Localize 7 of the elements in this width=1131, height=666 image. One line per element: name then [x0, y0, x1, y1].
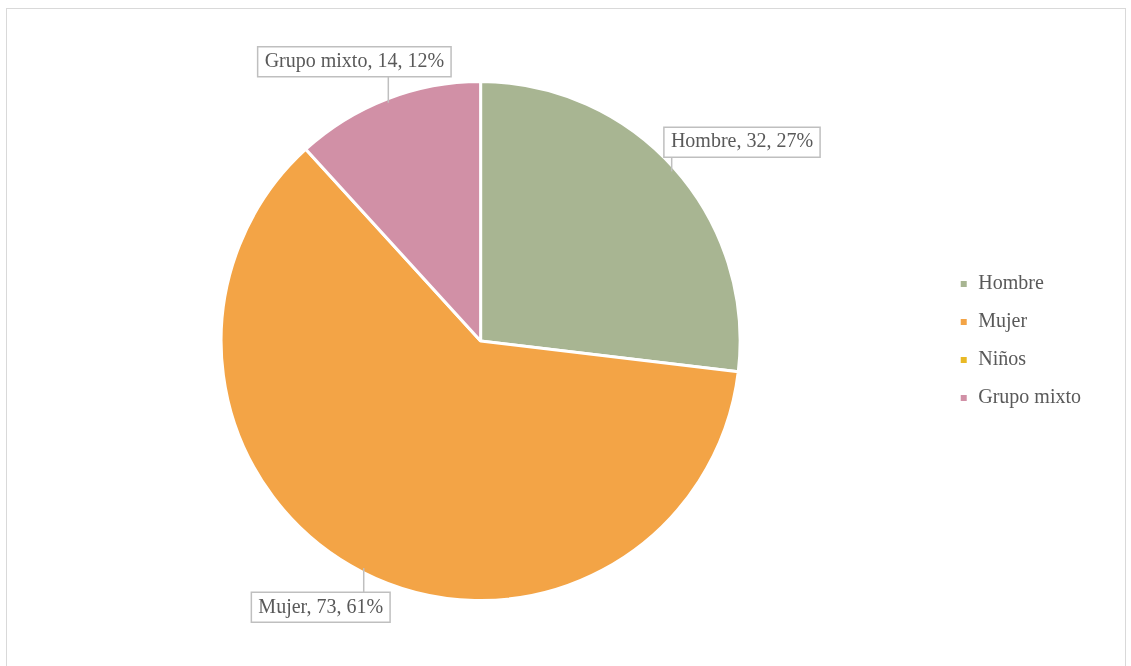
legend-label: Hombre — [978, 271, 1044, 294]
legend-label: Niños — [978, 347, 1027, 370]
data-label: Grupo mixto, 14, 12% — [264, 48, 445, 72]
data-label: Hombre, 32, 27% — [670, 129, 814, 152]
legend-label: Mujer — [978, 309, 1028, 333]
data-label: Mujer, 73, 61% — [258, 594, 384, 618]
legend-label: Grupo mixto — [978, 385, 1082, 409]
